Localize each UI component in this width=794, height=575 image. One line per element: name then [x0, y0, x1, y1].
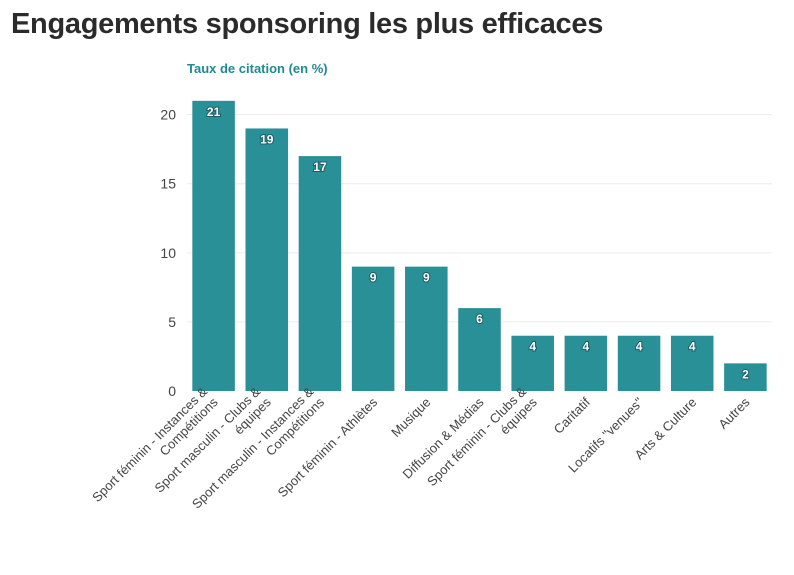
bar	[192, 100, 235, 392]
data-label: 17	[313, 160, 327, 174]
x-tick-label: Autres	[715, 394, 753, 432]
data-label: 6	[476, 312, 483, 326]
x-tick-label: Caritatif	[551, 394, 594, 437]
y-tick-labels: 0 5 10 15 20	[160, 107, 176, 399]
y-tick-label: 20	[160, 107, 176, 123]
y-tick-label: 10	[160, 245, 176, 261]
x-tick-label: Musique	[388, 395, 433, 440]
data-label: 9	[423, 271, 430, 285]
data-label: 2	[742, 367, 749, 381]
bar	[617, 335, 661, 391]
data-label: 9	[370, 271, 377, 285]
y-tick-label: 5	[168, 314, 176, 330]
data-label: 21	[207, 105, 221, 119]
x-tick-label-line: Musique	[388, 395, 433, 440]
x-tick-label-line: Autres	[715, 394, 753, 432]
y-tick-label: 15	[160, 176, 176, 192]
data-label: 4	[529, 340, 536, 354]
bars	[192, 100, 767, 392]
bar	[245, 128, 289, 392]
bar	[351, 266, 395, 391]
bar	[670, 335, 714, 391]
x-tick-label-line: Caritatif	[551, 394, 594, 437]
data-labels: 21 19 17 9 9 6 4 4 4 4 2	[206, 104, 750, 383]
x-tick-labels: Sport féminin - Instances &CompétitionsS…	[89, 384, 753, 512]
y-tick-label: 0	[168, 383, 176, 399]
bar	[298, 156, 342, 391]
bar	[564, 335, 608, 391]
data-label: 4	[689, 340, 696, 354]
data-label: 4	[636, 340, 643, 354]
data-label: 4	[583, 340, 590, 354]
bar	[511, 335, 554, 391]
y-axis-label: Taux de citation (en %)	[187, 61, 328, 76]
bar	[405, 266, 448, 391]
bar	[724, 363, 767, 391]
bar	[458, 308, 501, 391]
chart-title: Engagements sponsoring les plus efficace…	[11, 8, 604, 40]
data-label: 19	[260, 132, 274, 146]
